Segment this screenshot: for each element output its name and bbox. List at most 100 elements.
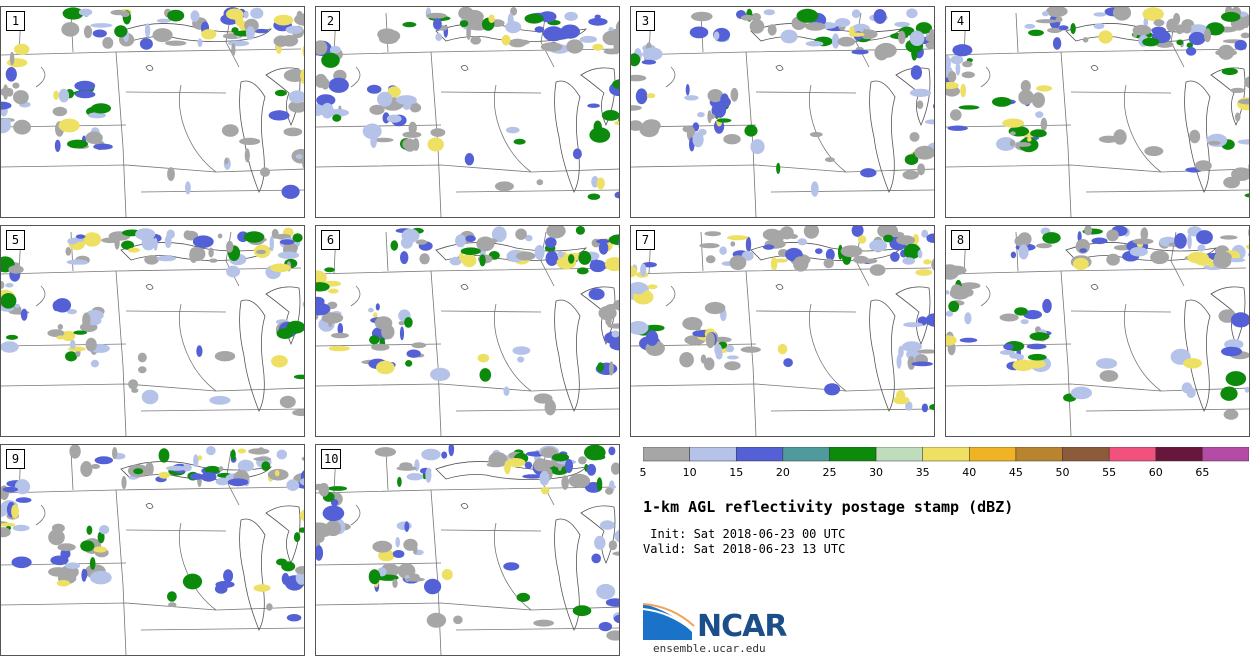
reflectivity-echo (1009, 139, 1015, 147)
reflectivity-echo (373, 137, 394, 143)
state-border (980, 66, 991, 88)
reflectivity-echo (273, 35, 290, 47)
ncar-logo-text: NCAR (697, 609, 787, 644)
reflectivity-echo (1142, 7, 1164, 21)
reflectivity-echo (517, 39, 530, 45)
reflectivity-echo (713, 31, 720, 40)
reflectivity-echo (601, 110, 619, 121)
reflectivity-echo (999, 350, 1015, 355)
reflectivity-echo (525, 234, 533, 242)
reflectivity-echo (1244, 386, 1249, 393)
reflectivity-echo (503, 386, 510, 396)
colorbar-swatch (1108, 447, 1157, 462)
reflectivity-echo (1195, 160, 1212, 172)
reflectivity-echo (536, 459, 555, 469)
reflectivity-echo (612, 79, 619, 90)
reflectivity-echo (1026, 343, 1047, 350)
reflectivity-echo (435, 33, 443, 41)
reflectivity-echo (1036, 243, 1053, 249)
reflectivity-echo (925, 313, 934, 327)
reflectivity-echo (1248, 163, 1249, 169)
reflectivity-echo (959, 337, 978, 343)
ensemble-member-panel: 9 (0, 444, 305, 656)
reflectivity-echo (1182, 22, 1192, 34)
reflectivity-echo (1058, 25, 1069, 31)
reflectivity-echo (372, 540, 393, 553)
state-border (946, 164, 1162, 173)
state-border (1085, 408, 1249, 412)
reflectivity-echo (917, 249, 923, 259)
reflectivity-echo (1010, 131, 1016, 136)
reflectivity-echo (165, 40, 187, 46)
state-border (631, 383, 847, 392)
reflectivity-echo (114, 25, 128, 38)
reflectivity-echo (231, 43, 236, 57)
reflectivity-echo (598, 621, 613, 632)
reflectivity-echo (14, 479, 31, 495)
reflectivity-echo (1238, 98, 1249, 105)
reflectivity-echo (533, 619, 554, 627)
reflectivity-echo (1031, 92, 1045, 108)
reflectivity-echo (135, 228, 156, 241)
reflectivity-echo (592, 43, 604, 51)
reflectivity-echo (1142, 37, 1160, 47)
reflectivity-echo (51, 523, 65, 533)
reflectivity-echo (504, 460, 511, 475)
colorbar-tick-label: 40 (962, 466, 977, 479)
ensemble-member-panel: 2 (315, 6, 620, 218)
reflectivity-echo (167, 9, 185, 22)
reflectivity-echo (133, 468, 144, 475)
reflectivity-echo (52, 106, 68, 117)
reflectivity-echo (218, 466, 224, 472)
reflectivity-echo (763, 9, 775, 16)
reflectivity-echo (144, 255, 159, 265)
reflectivity-map (1, 227, 304, 436)
reflectivity-echo (48, 529, 65, 546)
reflectivity-echo (962, 60, 973, 68)
colorbar-tick-label: 10 (682, 466, 697, 479)
reflectivity-echo (89, 557, 96, 570)
reflectivity-echo (684, 95, 699, 101)
reflectivity-echo (102, 37, 114, 49)
state-border (946, 267, 1247, 275)
reflectivity-echo (917, 163, 926, 176)
reflectivity-echo (699, 243, 720, 249)
reflectivity-echo (903, 322, 923, 328)
reflectivity-echo (915, 22, 932, 34)
reflectivity-echo (641, 59, 657, 65)
reflectivity-echo (572, 605, 592, 617)
reflectivity-echo (1240, 32, 1249, 39)
state-border (946, 383, 1162, 392)
reflectivity-echo (54, 139, 61, 152)
reflectivity-echo (302, 159, 304, 169)
reflectivity-echo (13, 119, 31, 135)
reflectivity-echo (368, 569, 381, 585)
reflectivity-echo (793, 256, 809, 272)
reflectivity-echo (97, 531, 105, 544)
reflectivity-echo (67, 309, 77, 315)
reflectivity-echo (328, 288, 339, 294)
reflectivity-echo (316, 73, 328, 88)
reflectivity-echo (691, 11, 713, 22)
website-url[interactable]: ensemble.ucar.edu (653, 642, 766, 655)
lake-outline (580, 67, 616, 127)
reflectivity-echo (716, 118, 732, 123)
reflectivity-echo (301, 456, 304, 461)
reflectivity-echo (762, 244, 775, 250)
state-border (350, 285, 361, 307)
reflectivity-echo (303, 254, 304, 258)
state-border (350, 66, 361, 88)
reflectivity-echo (83, 569, 88, 580)
reflectivity-echo (631, 120, 643, 131)
state-border (1, 343, 127, 347)
state-border (430, 489, 442, 655)
reflectivity-echo (86, 525, 93, 535)
reflectivity-echo (377, 91, 393, 107)
reflectivity-echo (1, 522, 16, 527)
reflectivity-echo (837, 36, 856, 47)
reflectivity-echo (587, 193, 601, 200)
reflectivity-echo (851, 226, 864, 237)
reflectivity-echo (536, 179, 544, 186)
reflectivity-echo (69, 339, 76, 350)
reflectivity-map (1, 7, 304, 217)
